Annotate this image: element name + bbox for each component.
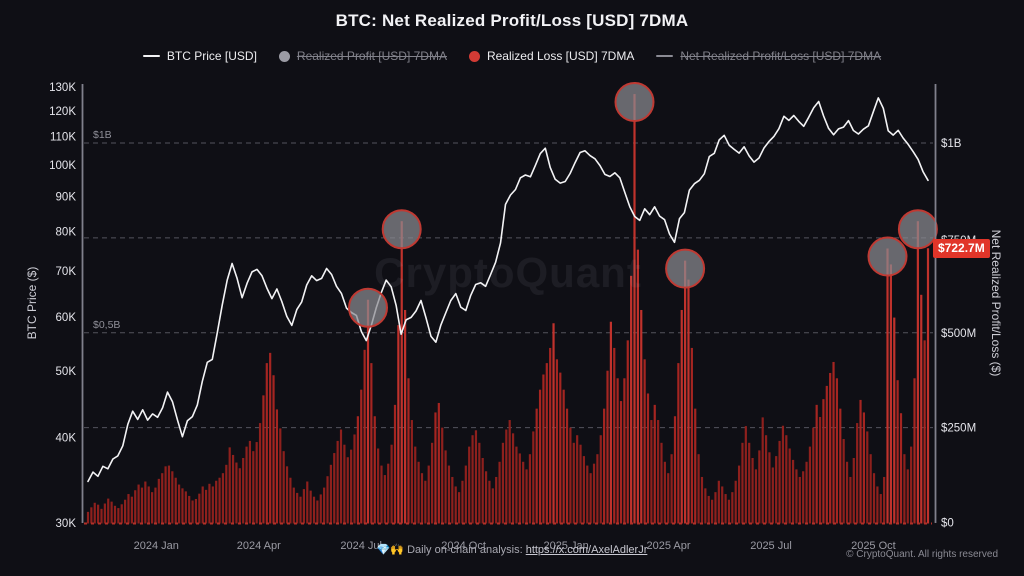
svg-text:60K: 60K <box>56 312 77 324</box>
gridlines <box>84 142 933 429</box>
legend-item-realized-profit[interactable]: Realized Profit [USD] 7DMA <box>278 49 447 63</box>
dot-marker-icon <box>468 50 480 62</box>
svg-text:$1B: $1B <box>941 138 962 150</box>
svg-text:70K: 70K <box>56 266 77 278</box>
page-title: BTC: Net Realized Profit/Loss [USD] 7DMA <box>335 11 689 30</box>
x-tick-labels: 2024 Jan 2024 Apr 2024 Jul 2024 Oct 2025 Jan… <box>134 540 896 552</box>
last-value-badge: $722.7M <box>933 239 990 258</box>
legend-label: Realized Loss [USD] 7DMA <box>486 49 635 63</box>
line-marker-icon <box>656 55 674 57</box>
svg-text:$500M: $500M <box>941 328 976 340</box>
y-left-tick-labels: 130K 120K 110K 100K 90K 80K 70K 60K 50K 40K 30K <box>49 82 76 530</box>
btc-price-line <box>87 97 929 483</box>
legend-item-net-realized[interactable]: Net Realized Profit/Loss [USD] 7DMA <box>656 49 881 63</box>
chart-legend: BTC Price [USD] Realized Profit [USD] 7D… <box>0 49 1024 63</box>
svg-text:2025 Jan: 2025 Jan <box>543 540 588 552</box>
svg-text:120K: 120K <box>49 106 76 118</box>
copyright-note: © CryptoQuant. All rights reserved <box>846 549 998 560</box>
legend-label: BTC Price [USD] <box>166 49 257 63</box>
svg-text:2024 Oct: 2024 Oct <box>441 540 486 552</box>
legend-item-btc-price[interactable]: BTC Price [USD] <box>142 49 257 63</box>
gridline-labels: $1B $0,5B <box>93 129 120 331</box>
legend-label: Net Realized Profit/Loss [USD] 7DMA <box>680 49 882 63</box>
footer-text: 💎🙌 Daily on-chain analysis: <box>376 544 526 556</box>
dot-marker-icon <box>278 50 290 62</box>
svg-text:2024 Jan: 2024 Jan <box>134 540 179 552</box>
svg-text:$0,5B: $0,5B <box>93 319 120 331</box>
svg-text:130K: 130K <box>49 82 76 94</box>
svg-text:2025 Apr: 2025 Apr <box>646 540 690 552</box>
footer-note: 💎🙌 Daily on-chain analysis: https://x.co… <box>0 543 1024 556</box>
line-marker-icon <box>142 55 160 57</box>
svg-text:2024 Jul: 2024 Jul <box>340 540 382 552</box>
y-right-tick-labels: $1B$750M$500M$250M$0 <box>941 138 976 530</box>
svg-text:$250M: $250M <box>941 423 976 435</box>
svg-text:2024 Apr: 2024 Apr <box>237 540 281 552</box>
svg-text:2025 Jul: 2025 Jul <box>750 540 792 552</box>
author-link[interactable]: https://x.com/AxelAdlerJr <box>525 544 648 556</box>
svg-text:30K: 30K <box>56 518 77 530</box>
axis-lines <box>81 84 937 523</box>
svg-text:110K: 110K <box>50 132 76 144</box>
svg-text:2025 Oct: 2025 Oct <box>851 540 896 552</box>
svg-text:100K: 100K <box>49 160 76 172</box>
realized-loss-bars <box>86 94 930 524</box>
y-axis-title-left: BTC Price ($) <box>25 266 39 340</box>
svg-text:$0: $0 <box>941 518 954 530</box>
svg-text:80K: 80K <box>56 226 77 238</box>
svg-text:$1B: $1B <box>93 129 112 141</box>
svg-text:90K: 90K <box>56 191 77 203</box>
legend-label: Realized Profit [USD] 7DMA <box>296 49 447 63</box>
svg-text:50K: 50K <box>56 366 77 378</box>
legend-item-realized-loss[interactable]: Realized Loss [USD] 7DMA <box>468 49 635 63</box>
y-axis-title-right: Net Realized Profit/Loss ($) <box>989 229 1003 377</box>
svg-text:40K: 40K <box>56 432 77 444</box>
highlight-circles <box>348 82 938 328</box>
